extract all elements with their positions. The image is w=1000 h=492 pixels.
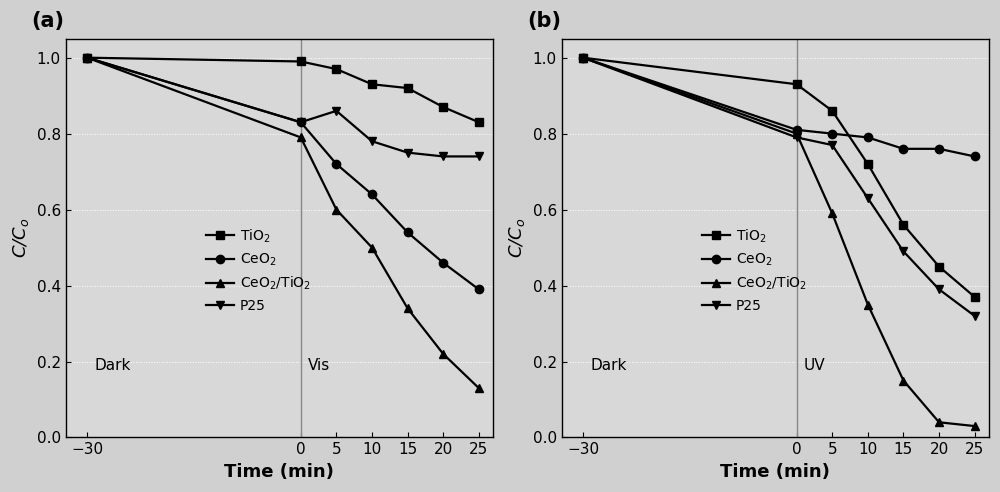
Text: UV: UV — [804, 358, 825, 373]
Legend: TiO$_2$, CeO$_2$, CeO$_2$/TiO$_2$, P25: TiO$_2$, CeO$_2$, CeO$_2$/TiO$_2$, P25 — [697, 222, 812, 319]
TiO$_2$ — [969, 294, 981, 300]
P25 — [402, 150, 414, 155]
CeO$_2$ — [862, 134, 874, 140]
TiO$_2$ — [577, 55, 589, 61]
CeO$_2$/TiO$_2$ — [295, 134, 307, 140]
Y-axis label: C/C$_o$: C/C$_o$ — [11, 218, 31, 258]
P25 — [330, 108, 342, 114]
CeO$_2$ — [366, 191, 378, 197]
CeO$_2$ — [330, 161, 342, 167]
TiO$_2$ — [295, 59, 307, 64]
Text: Vis: Vis — [308, 358, 330, 373]
Line: P25: P25 — [83, 54, 483, 160]
CeO$_2$ — [81, 55, 93, 61]
Line: TiO$_2$: TiO$_2$ — [579, 54, 979, 301]
TiO$_2$ — [933, 264, 945, 270]
TiO$_2$ — [402, 85, 414, 91]
TiO$_2$ — [330, 66, 342, 72]
CeO$_2$/TiO$_2$ — [366, 245, 378, 250]
P25 — [826, 142, 838, 148]
Line: CeO$_2$: CeO$_2$ — [83, 54, 483, 294]
Line: CeO$_2$/TiO$_2$: CeO$_2$/TiO$_2$ — [579, 54, 979, 430]
TiO$_2$ — [81, 55, 93, 61]
TiO$_2$ — [862, 161, 874, 167]
P25 — [81, 55, 93, 61]
P25 — [862, 195, 874, 201]
P25 — [933, 286, 945, 292]
Text: (b): (b) — [527, 11, 561, 31]
Text: Dark: Dark — [590, 358, 626, 373]
P25 — [366, 138, 378, 144]
CeO$_2$ — [473, 286, 485, 292]
CeO$_2$ — [969, 154, 981, 159]
CeO$_2$/TiO$_2$ — [473, 385, 485, 391]
TiO$_2$ — [437, 104, 449, 110]
CeO$_2$/TiO$_2$ — [577, 55, 589, 61]
P25 — [295, 119, 307, 125]
Legend: TiO$_2$, CeO$_2$, CeO$_2$/TiO$_2$, P25: TiO$_2$, CeO$_2$, CeO$_2$/TiO$_2$, P25 — [201, 222, 316, 319]
TiO$_2$ — [791, 81, 803, 87]
CeO$_2$ — [295, 119, 307, 125]
CeO$_2$ — [402, 229, 414, 235]
CeO$_2$/TiO$_2$ — [933, 419, 945, 425]
CeO$_2$/TiO$_2$ — [897, 377, 909, 383]
TiO$_2$ — [897, 222, 909, 228]
CeO$_2$/TiO$_2$ — [330, 207, 342, 213]
CeO$_2$ — [933, 146, 945, 152]
CeO$_2$ — [897, 146, 909, 152]
Text: (a): (a) — [32, 11, 65, 31]
P25 — [577, 55, 589, 61]
Line: CeO$_2$/TiO$_2$: CeO$_2$/TiO$_2$ — [83, 54, 483, 392]
CeO$_2$/TiO$_2$ — [969, 423, 981, 429]
P25 — [473, 154, 485, 159]
CeO$_2$/TiO$_2$ — [81, 55, 93, 61]
CeO$_2$/TiO$_2$ — [402, 306, 414, 311]
CeO$_2$/TiO$_2$ — [437, 351, 449, 357]
Text: Dark: Dark — [94, 358, 131, 373]
Line: CeO$_2$: CeO$_2$ — [579, 54, 979, 160]
CeO$_2$ — [791, 127, 803, 133]
Line: P25: P25 — [579, 54, 979, 320]
CeO$_2$/TiO$_2$ — [791, 131, 803, 137]
CeO$_2$/TiO$_2$ — [862, 302, 874, 308]
P25 — [437, 154, 449, 159]
P25 — [897, 248, 909, 254]
CeO$_2$ — [577, 55, 589, 61]
X-axis label: Time (min): Time (min) — [224, 463, 334, 481]
X-axis label: Time (min): Time (min) — [720, 463, 830, 481]
TiO$_2$ — [366, 81, 378, 87]
CeO$_2$/TiO$_2$ — [826, 211, 838, 216]
P25 — [969, 313, 981, 319]
Line: TiO$_2$: TiO$_2$ — [83, 54, 483, 126]
CeO$_2$ — [826, 131, 838, 137]
P25 — [791, 134, 803, 140]
TiO$_2$ — [473, 119, 485, 125]
Y-axis label: C/C$_o$: C/C$_o$ — [507, 218, 527, 258]
TiO$_2$ — [826, 108, 838, 114]
CeO$_2$ — [437, 260, 449, 266]
